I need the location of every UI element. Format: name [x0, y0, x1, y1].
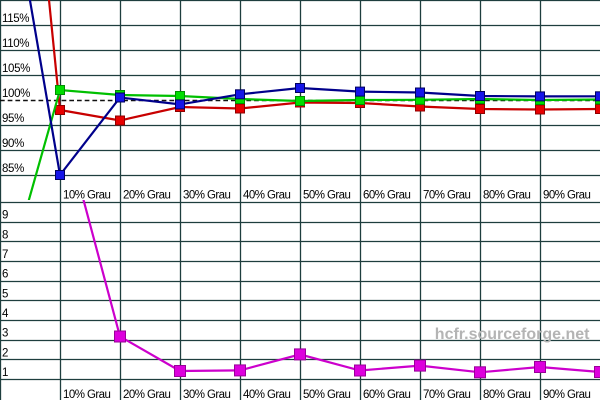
svg-text:50% Grau: 50% Grau — [303, 190, 351, 202]
svg-text:10% Grau: 10% Grau — [63, 389, 111, 400]
svg-text:9: 9 — [2, 210, 8, 222]
svg-text:hcfr.sourceforge.net: hcfr.sourceforge.net — [435, 326, 590, 343]
svg-text:60% Grau: 60% Grau — [363, 389, 411, 400]
svg-text:3: 3 — [2, 328, 8, 340]
svg-text:80% Grau: 80% Grau — [483, 190, 531, 202]
svg-text:20% Grau: 20% Grau — [123, 389, 171, 400]
svg-text:70% Grau: 70% Grau — [423, 389, 471, 400]
svg-text:105%: 105% — [2, 63, 30, 75]
svg-text:1: 1 — [2, 367, 8, 379]
svg-text:70% Grau: 70% Grau — [423, 190, 471, 202]
svg-text:95%: 95% — [2, 113, 24, 125]
svg-text:30% Grau: 30% Grau — [183, 389, 231, 400]
svg-text:20% Grau: 20% Grau — [123, 190, 171, 202]
svg-text:90% Grau: 90% Grau — [543, 190, 591, 202]
svg-text:85%: 85% — [2, 163, 24, 175]
svg-text:40% Grau: 40% Grau — [243, 389, 291, 400]
svg-text:50% Grau: 50% Grau — [303, 389, 351, 400]
svg-text:90%: 90% — [2, 138, 24, 150]
svg-text:5: 5 — [2, 288, 8, 300]
svg-text:90% Grau: 90% Grau — [543, 389, 591, 400]
svg-text:110%: 110% — [2, 38, 29, 50]
svg-text:2: 2 — [2, 347, 8, 359]
svg-text:10% Grau: 10% Grau — [63, 190, 111, 202]
svg-text:60% Grau: 60% Grau — [363, 190, 411, 202]
svg-text:4: 4 — [2, 308, 9, 320]
svg-text:7: 7 — [2, 249, 8, 261]
svg-text:80% Grau: 80% Grau — [483, 389, 531, 400]
svg-text:30% Grau: 30% Grau — [183, 190, 231, 202]
svg-text:100%: 100% — [2, 88, 30, 100]
svg-text:8: 8 — [2, 229, 8, 241]
svg-text:40% Grau: 40% Grau — [243, 190, 291, 202]
svg-text:115%: 115% — [2, 13, 29, 25]
svg-text:6: 6 — [2, 269, 8, 281]
